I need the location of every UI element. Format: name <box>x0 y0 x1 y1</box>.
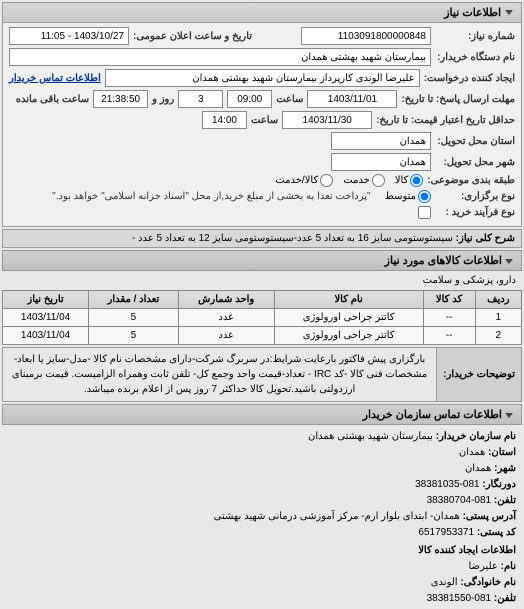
validity-label: حداقل تاریخ اعتبار قیمت: تا تاریخ: <box>376 115 515 126</box>
budget-type-label: طبقه بندی موضوعی: <box>427 175 515 186</box>
c-phone: 081-38380704 <box>427 495 492 506</box>
collapse-icon-2[interactable] <box>505 259 513 264</box>
col-unit: واحد شمارش <box>178 291 274 309</box>
radio-service[interactable]: خدمت <box>343 174 385 187</box>
cell-qty: 5 <box>89 327 179 345</box>
c-phone-label: تلفن: <box>494 495 516 506</box>
remain-suffix: ساعت باقی مانده <box>16 94 89 105</box>
form-body: شماره نیاز: تاریخ و ساعت اعلان عمومی: نا… <box>3 23 521 226</box>
payment-note: "پرداخت تعدا به بخشی از مبلغ خرید,از محل… <box>52 191 370 202</box>
budget-radio-group: کالا خدمت کالا/خدمت <box>275 174 423 187</box>
cr-family: الوندی <box>431 577 458 588</box>
cell-date: 1403/11/04 <box>3 309 89 327</box>
delivery-state-label: استان محل تحویل: <box>435 136 515 147</box>
c-addr-label: آدرس پستی: <box>463 511 516 522</box>
c-prov: همدان <box>459 447 485 458</box>
col-row: ردیف <box>475 291 521 309</box>
validity-date-input[interactable] <box>282 111 372 129</box>
col-date: تاریخ نیاز <box>3 291 89 309</box>
cell-unit: عدد <box>178 309 274 327</box>
c-city-label: شهر: <box>494 463 516 474</box>
cr-name: علیرضا <box>469 561 498 572</box>
validity-time-input[interactable] <box>202 111 247 129</box>
buyer-org-input[interactable] <box>9 48 431 66</box>
deadline-time-input[interactable] <box>227 90 272 108</box>
cell-code: -- <box>423 309 475 327</box>
delivery-city-label: شهر محل تحویل: <box>435 157 515 168</box>
delivery-city-input[interactable] <box>331 153 431 171</box>
cr-phone: 081-38381550 <box>427 593 492 604</box>
req-num-label: شماره نیاز: <box>435 31 515 42</box>
cr-phone-label: تلفن: <box>494 593 516 604</box>
collapse-icon[interactable] <box>505 10 513 15</box>
cell-name: کاتتر جراحی اورولوژی <box>274 327 423 345</box>
main-desc-label: شرح کلی نیاز: <box>456 233 515 244</box>
buyer-note-box: توضیحات خریدار: بارگزاری پیش فاکتور بارع… <box>2 347 522 402</box>
c-org: بیمارستان شهید بهشتی همدان <box>308 431 433 442</box>
collapse-icon-3[interactable] <box>505 413 513 418</box>
col-code: کد کالا <box>423 291 475 309</box>
col-name: نام کالا <box>274 291 423 309</box>
delivery-state-input[interactable] <box>331 132 431 150</box>
size-label: نوع برگزاری: <box>435 191 515 202</box>
panel-header: اطلاعات نیاز <box>3 3 521 23</box>
table-header-row: ردیف کد کالا نام کالا واحد شمارش تعداد /… <box>3 291 522 309</box>
col-qty: تعداد / مقدار <box>89 291 179 309</box>
radio-service-input[interactable] <box>372 174 385 187</box>
c-prov-label: استان: <box>488 447 516 458</box>
c-org-label: نام سازمان خریدار: <box>436 431 516 442</box>
process-checkbox[interactable] <box>418 206 431 219</box>
goods-table: ردیف کد کالا نام کالا واحد شمارش تعداد /… <box>2 290 522 345</box>
main-panel: اطلاعات نیاز شماره نیاز: تاریخ و ساعت اع… <box>2 2 522 227</box>
radio-medium-input[interactable] <box>418 190 431 203</box>
cell-qty: 5 <box>89 309 179 327</box>
radio-both-input[interactable] <box>320 174 333 187</box>
radio-medium[interactable]: متوسط <box>385 190 431 203</box>
requester-input[interactable] <box>105 69 420 87</box>
category-text: دارو، پزشکی و سلامت <box>0 273 524 288</box>
c-fax: 081-38381035 <box>415 479 480 490</box>
time-label-2: ساعت <box>251 115 278 126</box>
requester-label: ایجاد کننده درخواست: <box>424 73 515 84</box>
buyer-org-label: نام دستگاه خریدار: <box>435 52 515 63</box>
creator-section-title: اطلاعات ایجاد کننده کالا <box>8 543 516 559</box>
cell-n: 1 <box>475 309 521 327</box>
remain-days-input <box>178 90 223 108</box>
cr-family-label: نام خانوادگی: <box>460 577 516 588</box>
table-row: 2--کاتتر جراحی اورولوژیعدد51403/11/04 <box>3 327 522 345</box>
bool-label: نوع فرآیند خرید : <box>435 207 515 218</box>
c-addr: همدان- ابتدای بلوار ارم- مرکز آموزشی درم… <box>214 511 460 522</box>
contact-info: نام سازمان خریدار: بیمارستان شهید بهشتی … <box>2 427 522 609</box>
cell-n: 2 <box>475 327 521 345</box>
req-num-input[interactable] <box>301 27 431 45</box>
radio-both[interactable]: کالا/خدمت <box>275 174 333 187</box>
contact-link[interactable]: اطلاعات تماس خریدار <box>9 73 101 84</box>
c-postal: 6517953371 <box>418 527 474 538</box>
remain-days-label: روز و <box>152 94 174 105</box>
contact-section-title: اطلاعات تماس سازمان خریدار <box>2 404 522 425</box>
main-desc-bar: شرح کلی نیاز: سیستوستومی سایز 16 به تعدا… <box>2 229 522 248</box>
cell-date: 1403/11/04 <box>3 327 89 345</box>
c-postal-label: کد پستی: <box>477 527 516 538</box>
panel-title: اطلاعات نیاز <box>444 6 501 19</box>
cell-unit: عدد <box>178 327 274 345</box>
radio-goods[interactable]: کالا <box>395 174 424 187</box>
cell-name: کاتتر جراحی اورولوژی <box>274 309 423 327</box>
c-fax-label: دورنگار: <box>482 479 516 490</box>
time-label-1: ساعت <box>276 94 303 105</box>
pub-date-input[interactable] <box>9 27 129 45</box>
radio-goods-input[interactable] <box>410 174 423 187</box>
deadline-date-input[interactable] <box>307 90 397 108</box>
buyer-note-label: توضیحات خریدار: <box>436 348 521 401</box>
table-row: 1--کاتتر جراحی اورولوژیعدد51403/11/04 <box>3 309 522 327</box>
remain-time-input <box>93 90 148 108</box>
goods-section-title: اطلاعات کالاهای مورد نیاز <box>2 250 522 271</box>
pub-date-label: تاریخ و ساعت اعلان عمومی: <box>133 31 252 42</box>
buyer-note-text: بارگزاری پیش فاکتور بارعایت شرایط:در سرب… <box>3 348 436 401</box>
main-desc-text: سیستوستومی سایز 16 به تعداد 5 عدد-سیستوس… <box>132 233 453 244</box>
deadline-label: مهلت ارسال پاسخ: تا تاریخ: <box>401 94 515 105</box>
cr-name-label: نام: <box>501 561 516 572</box>
cell-code: -- <box>423 327 475 345</box>
c-city: همدان <box>465 463 491 474</box>
